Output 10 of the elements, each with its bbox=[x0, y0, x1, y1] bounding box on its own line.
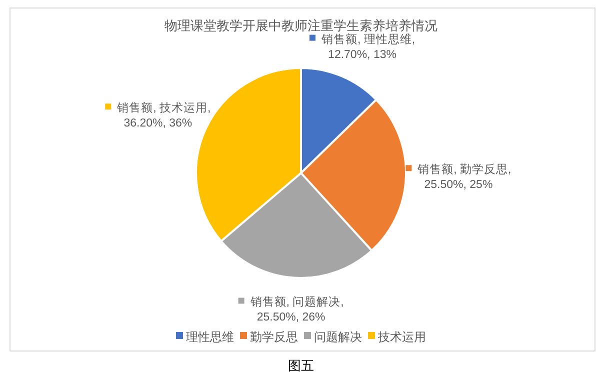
legend-label: 问题解决 bbox=[314, 330, 362, 344]
chart-title: 物理课堂教学开展中教师注重学生素养培养情况 bbox=[164, 18, 438, 33]
data-label: 销售额, 勤学反思, 25.50%, 25% bbox=[416, 162, 512, 192]
data-label: 销售额, 理性思维, 12.70%, 13% bbox=[320, 32, 416, 61]
legend-label: 勤学反思 bbox=[250, 330, 298, 344]
text: 图五 bbox=[288, 358, 314, 373]
legend-label: 技术运用 bbox=[377, 330, 426, 344]
data-label: 销售额, 技术运用, 36.20%, 36% bbox=[116, 100, 211, 130]
data-label: 销售额, 问题解决, 25.50%, 26% bbox=[249, 294, 344, 324]
legend-label: 理性思维 bbox=[186, 330, 234, 344]
